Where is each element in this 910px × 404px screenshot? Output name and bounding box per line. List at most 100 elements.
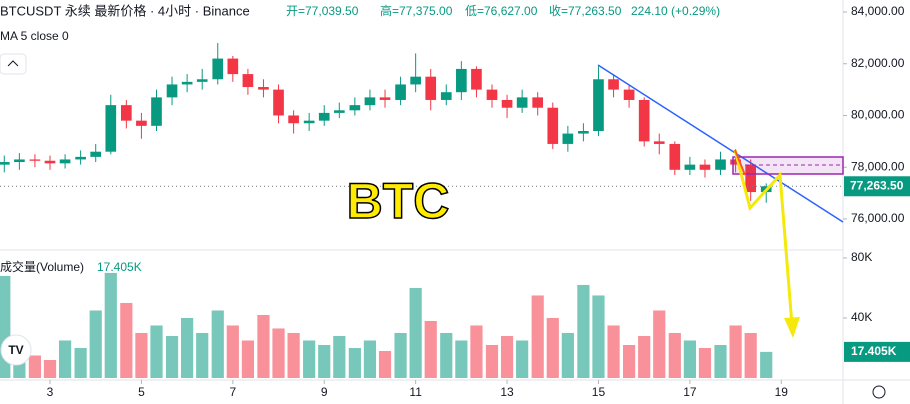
- plot: 76,000.00 78,000.00 80,000.00 82,000.00 84,0…: [0, 4, 910, 399]
- projection-start: [734, 149, 746, 176]
- volume-bar: [500, 335, 514, 378]
- x-tick-label: 17: [683, 385, 697, 399]
- symbol: BTCUSDT 永续 最新价格 · 4小时 · Binance: [0, 3, 250, 18]
- volume-bar: [181, 317, 194, 378]
- volume-bar: [698, 347, 712, 378]
- y-tick-label: 78,000.00: [851, 159, 905, 173]
- header: BTCUSDT 永续 最新价格 · 4小时 · Binance 开=77,039…: [0, 3, 720, 274]
- candle-body: [486, 89, 498, 100]
- volume-bar: [485, 344, 499, 378]
- arrow-head: [784, 317, 800, 338]
- collapse-button[interactable]: [0, 53, 27, 75]
- candle-body: [0, 162, 10, 165]
- y-tick-label: 76,000.00: [851, 211, 905, 225]
- candle-body: [562, 133, 574, 144]
- candle-body: [653, 141, 665, 144]
- volume-bar: [561, 332, 574, 378]
- candle-body: [258, 87, 269, 90]
- x-tick-label: 7: [229, 385, 236, 399]
- volume-bar: [318, 344, 331, 378]
- volume-tick-label: 80K: [851, 250, 872, 264]
- candle-body: [684, 164, 696, 170]
- candle-body: [105, 105, 117, 152]
- x-tick-label: 11: [409, 385, 422, 399]
- volume-title: 成交量(Volume): [0, 259, 84, 274]
- candle-body: [425, 76, 437, 100]
- y-tick-label: 82,000.00: [851, 56, 905, 70]
- candle-body: [516, 97, 528, 108]
- x-tick-label: 3: [47, 385, 54, 399]
- change: 224.10 (+0.29%): [631, 4, 720, 18]
- volume-bar: [760, 351, 773, 378]
- volume-bar: [683, 340, 696, 378]
- candle-body: [333, 110, 345, 113]
- volume-bar: [241, 340, 255, 378]
- volume-bar: [440, 332, 453, 378]
- candle-body: [669, 143, 681, 170]
- volume-last-tag: [844, 341, 910, 362]
- volume-bar: [135, 332, 148, 378]
- candle-body: [501, 99, 513, 108]
- logo[interactable]: [0, 334, 32, 366]
- drawings: BTC: [346, 64, 844, 338]
- projection-path: [733, 149, 794, 326]
- volume-tick-label: 40K: [851, 310, 872, 324]
- candle-body: [593, 79, 604, 132]
- candle-body: [638, 99, 650, 142]
- candle-body: [395, 84, 406, 100]
- indicator: MA 5 close 0: [0, 29, 69, 43]
- candle-body: [318, 112, 330, 121]
- volume-bar: [653, 310, 666, 378]
- volume-bar: [577, 284, 590, 378]
- volume-last-label: 17.405K: [851, 344, 897, 358]
- candle-body: [349, 105, 361, 111]
- volume-bar: [363, 340, 377, 378]
- volume-bar: [668, 332, 681, 378]
- ohlc-open: 开=77,039.50: [286, 4, 359, 18]
- collapse-icon: [7, 60, 19, 67]
- candle-body: [699, 164, 711, 170]
- volume-bar: [89, 310, 102, 378]
- volume-bar: [333, 335, 346, 378]
- candle-body: [440, 92, 452, 100]
- volume-bar: [714, 344, 727, 378]
- volume-bar: [470, 325, 483, 378]
- y-tick-label: 80,000.00: [851, 108, 905, 122]
- candle-body: [59, 159, 71, 164]
- volume-bar: [638, 335, 651, 378]
- volume-bar: [74, 347, 87, 378]
- volume-bar: [729, 325, 742, 378]
- candle-body: [456, 68, 467, 93]
- candle-body: [166, 84, 178, 98]
- candle-body: [303, 120, 315, 124]
- volume-bar: [43, 359, 57, 378]
- settings-icon[interactable]: [872, 385, 886, 399]
- candle-body: [532, 97, 544, 108]
- volume-bar: [226, 325, 239, 378]
- candle-body: [151, 97, 162, 126]
- candle-body: [379, 97, 391, 100]
- volume-bar: [120, 302, 133, 378]
- volume-last: 17.405K: [97, 260, 142, 274]
- candle-body: [578, 131, 589, 134]
- candle-body: [288, 115, 299, 124]
- ohlc-high: 高=77,375.00: [380, 3, 453, 18]
- volume-bar: [455, 340, 468, 378]
- volume-bar: [104, 272, 117, 378]
- candle-body: [75, 156, 86, 160]
- volume-bar: [516, 340, 529, 378]
- candle-body: [212, 58, 224, 80]
- volume-bar: [196, 332, 209, 378]
- candle-body: [547, 107, 559, 144]
- volume-bar: [150, 325, 163, 378]
- volume-bar: [165, 335, 179, 378]
- candle-body: [608, 79, 619, 90]
- last-price-tag: [844, 176, 910, 197]
- ohlc-low: 低=76,627.00: [465, 4, 538, 18]
- logo-mark: TV: [8, 343, 23, 357]
- candle-body: [471, 68, 482, 90]
- trend-line: [597, 64, 844, 223]
- candle-body: [623, 89, 635, 100]
- volume-bar: [303, 340, 316, 378]
